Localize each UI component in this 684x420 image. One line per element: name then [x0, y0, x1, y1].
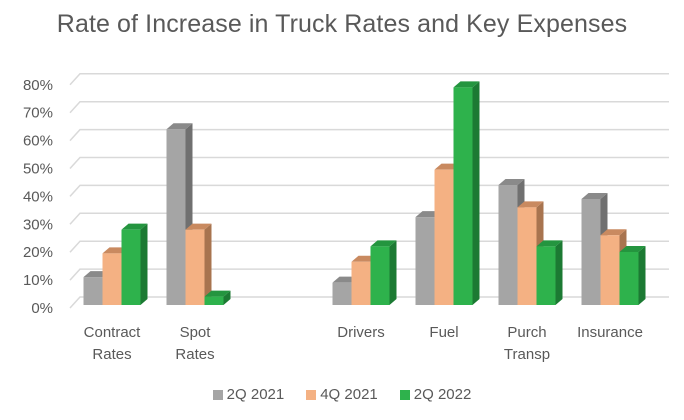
bar-front-face	[415, 217, 435, 305]
legend-item: 4Q 2021	[306, 386, 378, 403]
legend-swatch	[399, 389, 410, 400]
legend-swatch	[306, 389, 317, 400]
bars	[83, 81, 646, 305]
x-category-label: Rates	[92, 346, 131, 363]
y-tick-label: 60%	[23, 133, 53, 150]
bar-top-face	[619, 245, 646, 252]
gridline	[69, 100, 669, 114]
bar-side-face	[638, 245, 646, 305]
bar-side-face	[472, 81, 480, 305]
bar	[370, 240, 397, 305]
bar-top-face	[581, 192, 608, 199]
bar-side-face	[204, 223, 212, 305]
gridline	[69, 73, 669, 86]
bar-top-face	[204, 290, 231, 297]
bar-front-face	[204, 296, 224, 305]
bar	[121, 223, 148, 305]
y-tick-label: 30%	[23, 216, 53, 233]
y-tick-label: 70%	[23, 105, 53, 122]
bar-front-face	[102, 253, 122, 305]
legend-item: 2Q 2021	[212, 386, 285, 403]
bar-side-face	[555, 240, 563, 305]
x-category-label: Purch	[507, 324, 546, 341]
bar-front-face	[351, 261, 371, 305]
bar	[185, 223, 212, 305]
bar-side-face	[389, 240, 397, 305]
gridline	[69, 212, 669, 225]
x-category-label: Spot	[180, 324, 212, 341]
bar-front-face	[332, 282, 352, 305]
bar-side-face	[140, 223, 148, 305]
legend-swatch	[212, 389, 223, 400]
bar-top-face	[166, 123, 193, 130]
chart-title: Rate of Increase in Truck Rates and Key …	[56, 10, 628, 38]
bar-top-face	[453, 81, 480, 88]
bar-top-face	[600, 229, 627, 236]
legend-label: 4Q 2021	[320, 386, 378, 403]
x-category-label: Fuel	[429, 324, 458, 341]
bar-front-face	[498, 185, 518, 305]
bar-front-face	[517, 207, 537, 305]
bar-front-face	[536, 246, 556, 305]
gridline	[69, 128, 669, 142]
y-tick-label: 50%	[23, 161, 53, 178]
bar-front-face	[581, 198, 601, 305]
bar-top-face	[536, 240, 563, 247]
bar-front-face	[453, 87, 473, 305]
y-tick-label: 80%	[23, 77, 53, 94]
x-category-label: Rates	[175, 346, 214, 363]
bar-front-face	[370, 246, 390, 305]
y-tick-label: 40%	[23, 188, 53, 205]
x-category-label: Transp	[504, 346, 550, 363]
legend: 2Q 2021 4Q 2021 2Q 2022	[0, 386, 684, 403]
bar-top-face	[185, 223, 212, 230]
bar-top-face	[370, 240, 397, 247]
x-axis-category-labels: Contract Rates Spot Rates Drivers Fuel Purch Tr…	[84, 324, 643, 363]
bar	[536, 240, 563, 305]
bar	[453, 81, 480, 305]
y-tick-label: 20%	[23, 244, 53, 261]
y-axis-tick-labels: 0% 10% 20% 30% 40% 50% 60% 70% 80%	[23, 77, 53, 317]
bar-front-face	[121, 229, 141, 305]
gridline	[69, 240, 669, 253]
bar-front-face	[619, 251, 639, 305]
gridline	[69, 156, 669, 170]
bar-front-face	[434, 169, 454, 305]
bar	[619, 245, 646, 305]
y-tick-label: 0%	[31, 300, 53, 317]
bar-front-face	[185, 229, 205, 305]
bar-top-face	[121, 223, 148, 230]
bar-top-face	[517, 201, 544, 208]
y-tick-label: 10%	[23, 272, 53, 289]
legend-label: 2Q 2021	[226, 386, 285, 403]
x-category-label: Contract	[84, 324, 142, 341]
bar-front-face	[166, 129, 186, 305]
bar-front-face	[83, 277, 103, 305]
bar-front-face	[600, 235, 620, 305]
gridline	[69, 184, 669, 197]
bar-top-face	[498, 179, 525, 186]
x-category-label: Insurance	[577, 324, 643, 341]
x-category-label: Drivers	[337, 324, 385, 341]
bar-side-face	[223, 290, 231, 305]
legend-item: 2Q 2022	[399, 386, 472, 403]
legend-label: 2Q 2022	[413, 386, 472, 403]
bar	[204, 290, 231, 305]
